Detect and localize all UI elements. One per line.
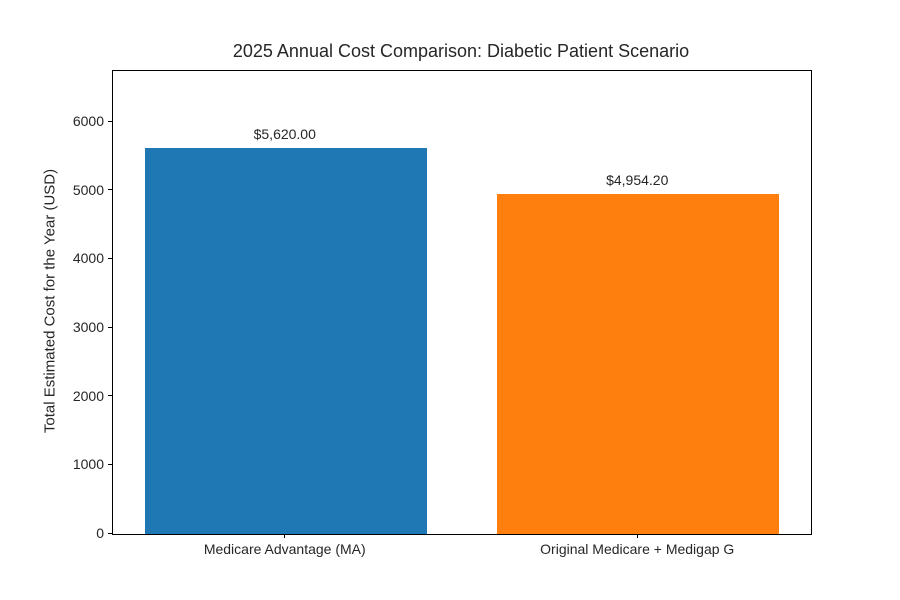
bar [144,148,427,534]
y-tick-mark [108,326,112,328]
bar-value-label: $4,954.20 [606,171,669,188]
y-tick-label: 1000 [72,456,104,473]
x-category-label: Medicare Advantage (MA) [203,541,366,557]
x-category-label: Original Medicare + Medigap G [540,541,735,557]
y-tick-mark [108,120,112,122]
y-tick-label: 3000 [72,319,104,336]
y-tick-label: 6000 [72,113,104,130]
y-tick-mark [108,395,112,397]
y-tick-mark [108,189,112,191]
x-tick-mark [636,534,638,538]
x-tick-mark [284,534,286,538]
y-tick-label: 5000 [72,181,104,198]
y-tick-mark [108,532,112,534]
y-tick-mark [108,257,112,259]
bar [497,193,780,534]
plot-area [112,70,812,535]
y-tick-label: 4000 [72,250,104,267]
y-tick-mark [108,463,112,465]
bar-value-label: $5,620.00 [253,126,316,143]
y-tick-label: 0 [96,525,104,541]
chart-title: 2025 Annual Cost Comparison: Diabetic Pa… [232,41,690,61]
y-tick-label: 2000 [72,387,104,404]
